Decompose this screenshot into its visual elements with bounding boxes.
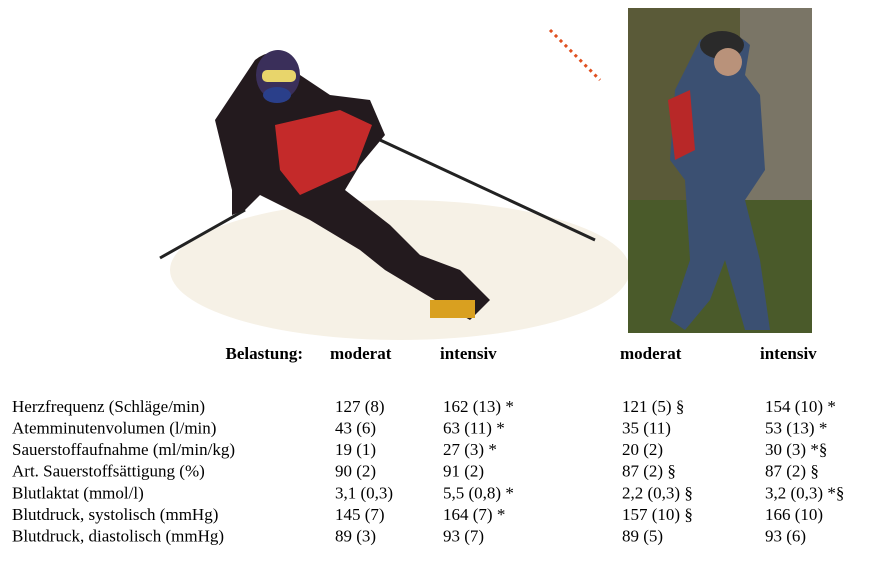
- cell: 127 (8): [335, 397, 385, 416]
- cell: 93 (7): [443, 527, 484, 546]
- cell: 162 (13) *: [443, 397, 514, 416]
- cell: 145 (7): [335, 505, 385, 524]
- cell: 35 (11): [622, 419, 671, 438]
- cell: 2,2 (0,3) §: [622, 483, 693, 502]
- row-label: Blutdruck, systolisch (mmHg): [12, 505, 218, 524]
- cell: 89 (3): [335, 527, 376, 546]
- column-header: intensiv: [760, 344, 817, 363]
- cell: 43 (6): [335, 419, 376, 438]
- cell: 166 (10): [765, 505, 823, 524]
- cell: 20 (2): [622, 440, 663, 459]
- cell: 87 (2) §: [765, 462, 819, 481]
- row-label: Atemminutenvolumen (l/min): [12, 419, 216, 438]
- column-header: moderat: [620, 344, 682, 363]
- cell: 3,1 (0,3): [335, 483, 393, 502]
- cell: 91 (2): [443, 462, 484, 481]
- cell: 19 (1): [335, 440, 376, 459]
- row-label: Sauerstoffaufnahme (ml/min/kg): [12, 440, 235, 459]
- row-label: Blutlaktat (mmol/l): [12, 483, 144, 502]
- cell: 90 (2): [335, 462, 376, 481]
- cell: 3,2 (0,3) *§: [765, 483, 844, 502]
- skier-photo: [160, 30, 630, 340]
- row-label: Blutdruck, diastolisch (mmHg): [12, 527, 224, 546]
- cell: 164 (7) *: [443, 505, 505, 524]
- cell: 154 (10) *: [765, 397, 836, 416]
- header-label: Belastung:: [226, 344, 303, 363]
- cell: 157 (10) §: [622, 505, 693, 524]
- cell: 27 (3) *: [443, 440, 497, 459]
- page: Belastung: moderat intensiv moderat intensi…: [0, 0, 886, 570]
- cell: 53 (13) *: [765, 419, 827, 438]
- column-header: intensiv: [440, 344, 497, 363]
- column-header: moderat: [330, 344, 392, 363]
- row-label: Herzfrequenz (Schläge/min): [12, 397, 205, 416]
- cell: 30 (3) *§: [765, 440, 827, 459]
- cell: 63 (11) *: [443, 419, 505, 438]
- cell: 89 (5): [622, 527, 663, 546]
- cell: 5,5 (0,8) *: [443, 483, 514, 502]
- cell: 93 (6): [765, 527, 806, 546]
- row-label: Art. Sauerstoffsättigung (%): [12, 462, 205, 481]
- figure: Belastung: moderat intensiv moderat intensi…: [0, 0, 886, 570]
- cell: 87 (2) §: [622, 462, 676, 481]
- cell: 121 (5) §: [622, 397, 684, 416]
- hiker-photo: [628, 8, 812, 333]
